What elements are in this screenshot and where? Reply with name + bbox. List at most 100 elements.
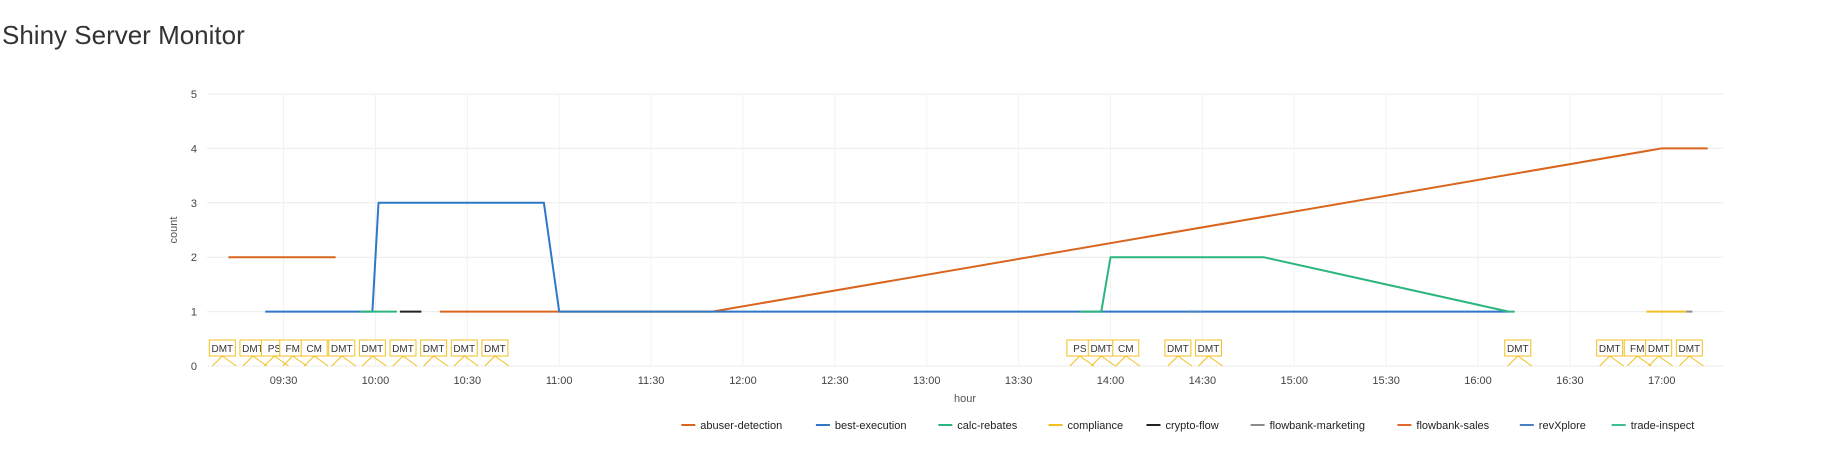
annotation-leader — [274, 355, 289, 367]
annotation-label: DMT — [1507, 344, 1529, 355]
series-line-calc-rebates — [1079, 256, 1515, 313]
annotation-label: DMT — [392, 344, 414, 355]
annotation-leader — [1648, 355, 1660, 367]
annotation-box — [1645, 339, 1673, 357]
annotation-leader — [211, 355, 223, 367]
annotation-label: DMT — [1090, 344, 1112, 355]
legend-label: compliance — [1068, 420, 1124, 432]
annotation-leader — [1100, 355, 1116, 367]
legend-label: best-execution — [835, 420, 907, 432]
annotation-leader — [1115, 355, 1127, 367]
annotation-label: DMT — [453, 344, 475, 355]
annotation-leader — [1636, 355, 1652, 367]
annotation-box — [1596, 339, 1624, 357]
annotation-leader — [1609, 355, 1624, 367]
y-tick-label: 1 — [191, 307, 197, 319]
y-tick-label: 5 — [191, 89, 197, 101]
x-tick-label: 11:00 — [546, 375, 573, 387]
annotation-leader — [341, 355, 357, 367]
annotation-box — [1504, 339, 1532, 357]
annotation-leader — [372, 355, 387, 367]
annotation-label: DMT — [331, 344, 353, 355]
annotation-label: FM — [286, 344, 300, 355]
x-tick-label: 16:30 — [1556, 375, 1584, 387]
annotation-leader — [392, 355, 404, 367]
legend-label: flowbank-sales — [1416, 420, 1489, 432]
x-tick-label: 10:30 — [454, 375, 482, 387]
annotation-leader — [1069, 355, 1081, 367]
annotation-box — [450, 339, 478, 357]
annotation-leader — [1678, 355, 1690, 367]
annotation-label: FM — [1630, 344, 1644, 355]
annotation-label: DMT — [1198, 344, 1220, 355]
annotation-leader — [1090, 355, 1102, 367]
annotation-label: DMT — [362, 344, 384, 355]
annotation-label: DMT — [242, 344, 264, 355]
annotation-label: DMT — [484, 344, 506, 355]
annotation-leader — [303, 355, 315, 367]
annotation-box — [1675, 339, 1703, 357]
annotation-leader — [1167, 355, 1179, 367]
x-tick-label: 12:00 — [729, 375, 757, 387]
annotation-label: PS — [268, 344, 282, 355]
annotation-leader — [252, 355, 268, 367]
annotation-label: DMT — [211, 344, 233, 355]
annotation-leader — [433, 355, 448, 367]
annotation-box — [358, 339, 386, 357]
x-tick-label: 13:00 — [913, 375, 941, 387]
legend-label: abuser-detection — [700, 420, 782, 432]
annotation-box — [300, 339, 328, 357]
x-axis-label: hour — [954, 393, 976, 405]
annotation-box — [328, 339, 356, 357]
annotation-box — [1164, 339, 1192, 357]
x-tick-label: 15:00 — [1280, 375, 1308, 387]
annotation-leader — [1626, 355, 1638, 367]
y-axis-label: count — [168, 217, 180, 244]
annotation-box — [481, 339, 509, 357]
annotation-label: CM — [306, 344, 322, 355]
legend-label: trade-inspect — [1631, 420, 1695, 432]
annotation-label: DMT — [1678, 344, 1700, 355]
legend-label: revXplore — [1539, 420, 1586, 432]
x-tick-label: 11:30 — [638, 375, 665, 387]
annotation-leader — [484, 355, 496, 367]
annotation-label: DMT — [1167, 344, 1189, 355]
annotation-leader — [1689, 355, 1704, 367]
annotation-leader — [1658, 355, 1673, 367]
x-tick-label: 14:00 — [1097, 375, 1125, 387]
annotation-leader — [362, 355, 373, 367]
annotation-box — [1112, 339, 1140, 357]
x-tick-label: 10:00 — [362, 375, 390, 387]
annotation-label: DMT — [1599, 344, 1621, 355]
annotation-leader — [1599, 355, 1611, 367]
annotation-leader — [1125, 355, 1141, 367]
x-tick-label: 09:30 — [270, 375, 298, 387]
x-tick-label: 13:30 — [1005, 375, 1033, 387]
y-tick-label: 2 — [191, 252, 197, 264]
annotation-box — [208, 339, 236, 357]
annotation-leader — [494, 355, 510, 367]
x-tick-label: 16:00 — [1464, 375, 1492, 387]
annotation-leader — [453, 355, 465, 367]
annotation-box — [1194, 339, 1222, 357]
x-tick-label: 14:30 — [1189, 375, 1217, 387]
legend-label: crypto-flow — [1166, 420, 1219, 432]
annotation-box — [420, 339, 448, 357]
series-line-abuser-detection — [439, 147, 1708, 313]
x-tick-label: 17:00 — [1648, 375, 1676, 387]
y-tick-label: 3 — [191, 198, 197, 210]
annotation-leader — [402, 355, 418, 367]
annotation-leader — [282, 355, 294, 367]
annotation-leader — [292, 355, 308, 367]
page-title: Shiny Server Monitor — [2, 20, 245, 50]
x-tick-label: 12:30 — [821, 375, 849, 387]
legend-label: flowbank-marketing — [1270, 420, 1365, 432]
annotation-leader — [1177, 355, 1193, 367]
annotation-leader — [1517, 355, 1533, 367]
annotation-leader — [264, 355, 275, 367]
annotation-leader — [1198, 355, 1209, 367]
annotation-leader — [331, 355, 343, 367]
annotation-label: CM — [1118, 344, 1134, 355]
annotation-leader — [1208, 355, 1223, 367]
